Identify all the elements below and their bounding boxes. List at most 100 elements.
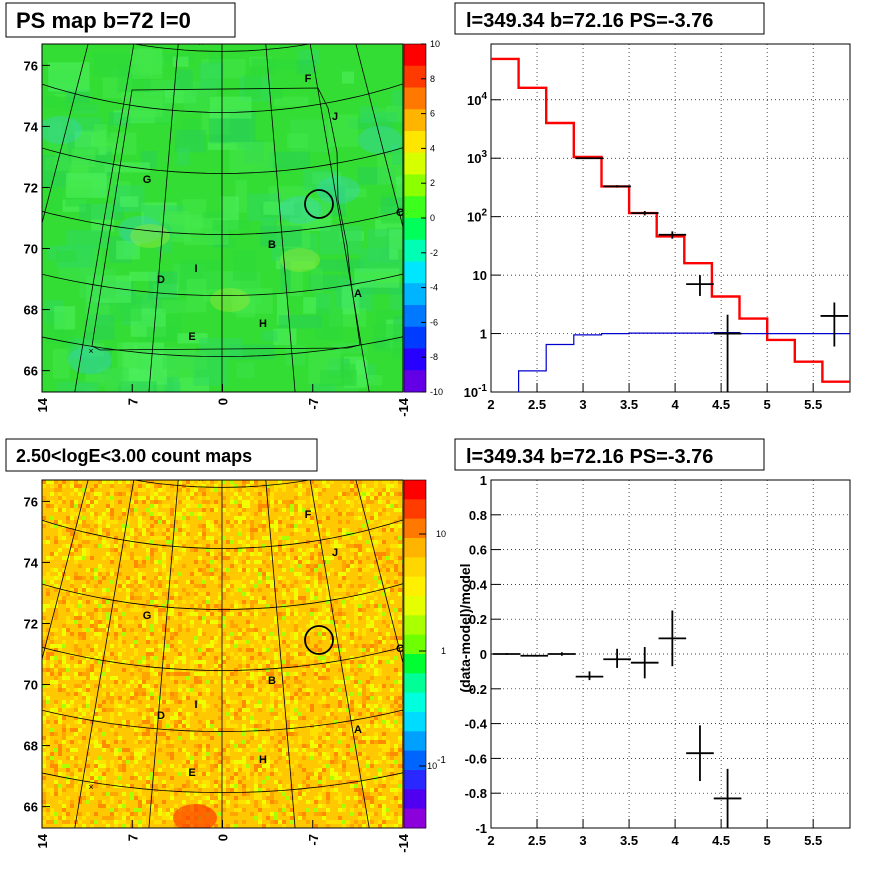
x-tick-label: 0 [216,398,231,405]
colorbar-band [404,65,426,88]
y-tick-label: -1 [475,821,487,836]
colorbar-band [404,87,426,110]
data-point [603,185,631,188]
meridian-line [148,44,179,392]
spectrum-title-box: l=349.34 b=72.16 PS=-3.76 [454,2,765,35]
region-boundary [91,87,361,351]
x-tick-label: 2 [487,397,494,412]
colorbar-band [404,654,426,674]
region-label-h: H [259,754,267,766]
model-component-step [518,332,850,392]
x-tick-label: 5.5 [804,397,822,412]
meridian-line [355,44,403,229]
y-tick-label: 74 [24,555,39,570]
residual-title-box: l=349.34 b=72.16 PS=-3.76 [454,438,765,471]
x-tick-label: 2.5 [528,833,546,848]
x-tick-label: 4.5 [712,397,730,412]
colorbar-band [404,576,426,597]
region-label-f: F [305,73,312,85]
region-label-b: B [268,239,276,251]
y-tick-label: -0.4 [465,717,488,732]
x-tick-label: 3.5 [620,397,638,412]
colorbar-band [404,131,426,154]
y-tick-label: 104 [467,91,487,108]
colorbar-band [404,615,426,636]
marker-x: × [88,782,93,792]
y-tick-label: 72 [24,180,38,195]
spectrum-panel: 2 2.5 3 3.5 4 4.5 5 5.5 10-1 1 10 102 103 104 l=349.3… [454,2,851,412]
colorbar-label: -8 [430,352,438,362]
colorbar-band [404,305,426,328]
meridian-line [309,44,370,392]
colorbar-label: -4 [430,283,438,293]
residual-point [630,647,659,679]
meridian-line [0,0,21,344]
colorbar-band [404,44,426,67]
region-label-a: A [354,724,362,736]
x-tick-label: 5 [764,397,771,412]
ps-map-title: PS map b=72 l=0 [16,8,191,33]
x-tick-label: 3 [579,833,586,848]
colorbar-label: 6 [430,109,435,119]
colorbar-band [404,731,426,752]
colorbar-band [404,712,426,732]
meridian-line [74,480,135,828]
colorbar-band [404,283,426,306]
residual-panel: 2 2.5 3 3.5 4 4.5 5 5.5 -1 -0.8 -0.6 -0.4 -0.2 0 0.2 0.… [454,438,851,848]
data-point [630,210,659,216]
colorbar-band [404,326,426,349]
y-tick-label: 76 [24,494,38,509]
region-label-i: I [194,263,197,275]
region-label-d: D [157,710,165,722]
residual-point [658,610,687,667]
count-colorbar: 10 1 10-1 [403,479,446,829]
region-label-c: C [396,207,404,219]
region-label-j: J [332,111,338,123]
colorbar-label: -10 [430,387,443,397]
residual-point [575,671,604,681]
residual-point [603,648,631,668]
region-label-d: D [157,274,165,286]
region-label-c: C [396,643,404,655]
y-tick-label: 76 [24,58,38,73]
colorbar-band [404,261,426,284]
residual-point [713,768,742,828]
colorbar-band [404,596,426,616]
x-tick-label: 2.5 [528,397,546,412]
residual-point [548,652,576,656]
colorbar-band [404,218,426,241]
x-tick-label: -7 [306,398,321,410]
colorbar-band [404,538,426,558]
colorbar-label: 4 [430,143,435,153]
colorbar-band [404,239,426,262]
meridian-line [309,480,370,828]
colorbar-label: -2 [430,248,438,258]
colorbar-label: 8 [430,74,435,84]
marker-x: × [198,38,203,48]
data-point [658,231,687,239]
y-tick-label: 0.2 [469,612,487,627]
colorbar-band [404,109,426,132]
colorbar-band [404,499,426,520]
y-tick-label: 70 [24,242,38,257]
x-tick-label: -14 [396,833,411,853]
x-tick-label: 7 [125,398,140,405]
y-tick-label: 66 [24,364,38,379]
spectrum-title: l=349.34 b=72.16 PS=-3.76 [466,10,713,32]
colorbar-band [404,174,426,197]
region-label-h: H [259,318,267,330]
y-tick-label: 103 [467,149,487,166]
ps-map-image: F J G C B I D A H E × × [0,0,404,392]
y-tick-label: -0.6 [465,751,487,766]
y-tick-label: 1 [480,473,487,488]
y-tick-label: 68 [24,739,38,754]
x-tick-label: 4 [671,833,679,848]
y-tick-label: 10 [473,268,487,283]
y-tick-label: 1 [480,327,487,342]
colorbar-band [404,673,426,694]
x-tick-label: -14 [396,397,411,417]
ps-colorbar: 10 8 6 4 2 0 -2 -4 -6 -8 -10 [403,39,443,397]
colorbar-band [404,750,426,771]
